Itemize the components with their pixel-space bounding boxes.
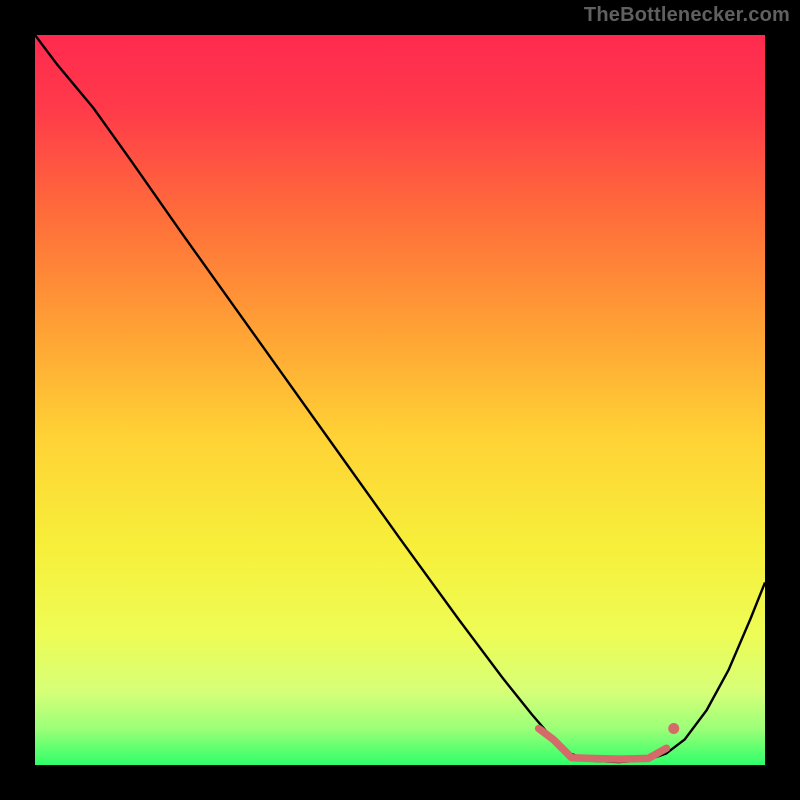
chart-frame: TheBottlenecker.com <box>0 0 800 800</box>
bottleneck-chart <box>35 35 765 765</box>
highlight-end-marker <box>668 723 679 734</box>
chart-background <box>35 35 765 765</box>
watermark-text: TheBottlenecker.com <box>584 4 790 27</box>
